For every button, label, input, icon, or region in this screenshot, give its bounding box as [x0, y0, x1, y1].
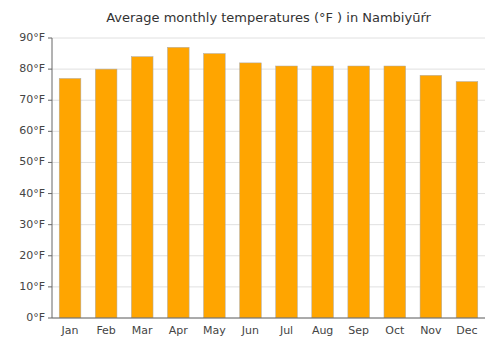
bar — [167, 47, 189, 318]
y-tick — [48, 224, 52, 225]
bar — [456, 82, 478, 318]
bar — [420, 75, 442, 318]
grid — [52, 38, 485, 318]
y-axis-line — [52, 38, 53, 318]
x-tick-label: Sep — [348, 324, 369, 337]
y-tick-label: 70°F — [19, 93, 45, 106]
chart: 0°F 10°F 20°F 30°F 40°F 50°F 60°F 70°F 80°F 90°F J… — [0, 0, 500, 350]
y-tick-label: 60°F — [19, 124, 45, 137]
x-tick-label: Feb — [96, 324, 115, 337]
y-tick — [48, 162, 52, 163]
x-tick-label: May — [203, 324, 226, 337]
y-tick — [48, 38, 52, 39]
x-tick-label: Mar — [132, 324, 153, 337]
y-tick — [48, 69, 52, 70]
x-tick-label: Nov — [420, 324, 442, 337]
y-tick-label: 80°F — [19, 62, 45, 75]
x-tick-label: Oct — [385, 324, 405, 337]
bar — [348, 66, 370, 318]
y-tick — [48, 100, 52, 101]
bar — [240, 63, 262, 318]
y-tick-label: 10°F — [19, 280, 45, 293]
y-tick-label: 0°F — [26, 311, 45, 324]
y-tick-label: 30°F — [19, 218, 45, 231]
bar — [59, 78, 81, 318]
y-tick — [48, 286, 52, 287]
bars — [59, 47, 478, 318]
y-tick-label: 90°F — [19, 31, 45, 44]
title: Average monthly temperatures (°F ) in Na… — [106, 10, 431, 25]
x-axis-line — [52, 318, 485, 319]
grid-line — [52, 38, 485, 39]
x-tick-label: Jan — [61, 324, 79, 337]
x-tick-label: Apr — [169, 324, 189, 337]
y-tick — [48, 131, 52, 132]
y-tick-label: 50°F — [19, 155, 45, 168]
y-tick-label: 40°F — [19, 187, 45, 200]
y-tick — [48, 193, 52, 194]
y-axis-ticks: 0°F 10°F 20°F 30°F 40°F 50°F 60°F 70°F 80°F 90°F — [19, 31, 52, 324]
x-tick-label: Jun — [241, 324, 259, 337]
x-tick-label: Aug — [312, 324, 333, 337]
x-tick-label: Jul — [279, 324, 293, 337]
y-tick — [48, 318, 52, 319]
x-axis-ticks: Jan Feb Mar Apr May Jun Jul Aug Sep Oct Nov Dec — [61, 324, 478, 337]
bar — [276, 66, 298, 318]
bar — [204, 54, 226, 318]
bar — [131, 57, 153, 318]
x-tick-label: Dec — [456, 324, 477, 337]
bar — [95, 69, 117, 318]
bar — [384, 66, 406, 318]
bar — [312, 66, 334, 318]
y-tick-label: 20°F — [19, 249, 45, 262]
chart-container: 0°F 10°F 20°F 30°F 40°F 50°F 60°F 70°F 80°F 90°F J… — [0, 0, 500, 350]
y-tick — [48, 255, 52, 256]
grid-line — [52, 318, 485, 319]
